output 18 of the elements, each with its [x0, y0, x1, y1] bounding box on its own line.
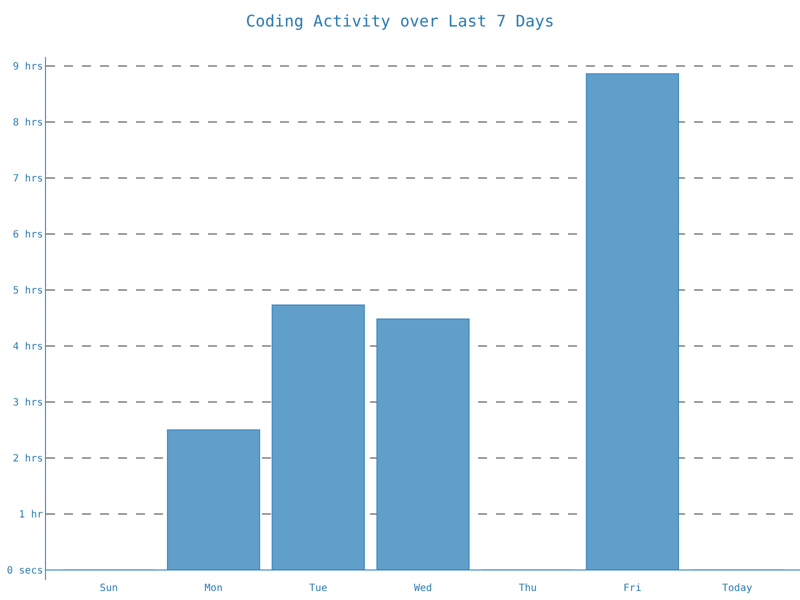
y-tick-label: 3 hrs [12, 397, 43, 408]
y-tick-label: 2 hrs [12, 453, 43, 464]
x-tick-label: Today [722, 583, 752, 594]
y-tick-label: 4 hrs [12, 341, 43, 352]
y-tick-label: 1 hr [18, 509, 43, 520]
y-tick-label: 8 hrs [12, 117, 43, 128]
x-tick-label: Mon [204, 583, 223, 594]
chart-title: Coding Activity over Last 7 Days [246, 12, 554, 31]
y-tick-label: 6 hrs [12, 229, 43, 240]
x-tick-label: Sun [100, 583, 118, 594]
y-tick-label: 9 hrs [12, 61, 43, 72]
x-tick-label: Thu [518, 583, 537, 594]
y-tick-label: 7 hrs [12, 173, 43, 184]
x-tick-label: Tue [309, 583, 328, 594]
x-tick-label: Fri [623, 583, 642, 594]
y-tick-label: 0 secs [6, 565, 43, 576]
y-tick-label: 5 hrs [12, 285, 43, 296]
x-tick-label: Wed [414, 583, 432, 594]
